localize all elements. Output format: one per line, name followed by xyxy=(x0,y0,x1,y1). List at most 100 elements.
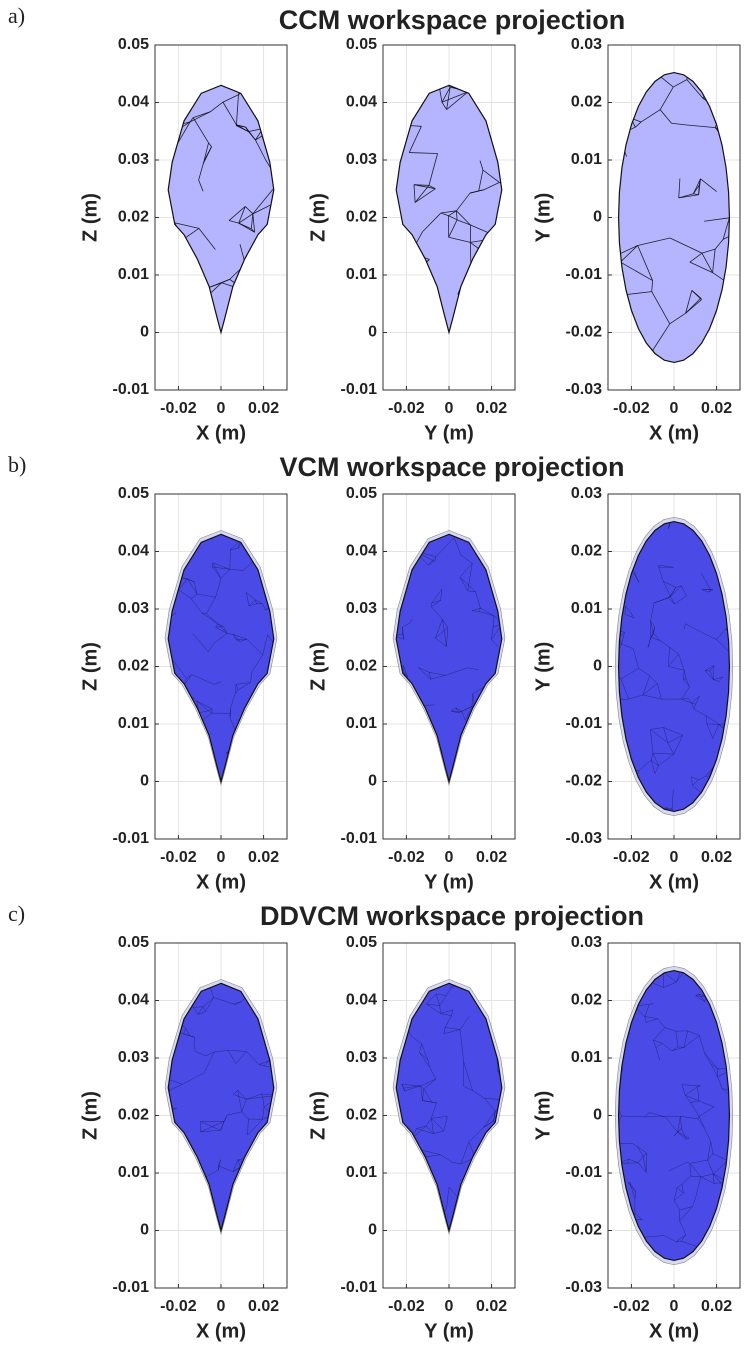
y-tick-label: 0.04 xyxy=(346,543,377,560)
x-axis-label: X (m) xyxy=(649,871,699,893)
y-tick-label: -0.01 xyxy=(341,381,378,398)
axes-frame xyxy=(382,493,516,840)
y-tick-label: 0.04 xyxy=(346,94,377,111)
x-axis-label: X (m) xyxy=(196,871,246,893)
mesh-surface xyxy=(617,969,731,1262)
y-tick-label: 0.01 xyxy=(571,151,602,168)
y-axis-label: Z (m) xyxy=(79,642,101,691)
axes-frame xyxy=(382,44,516,391)
y-tick-label: -0.03 xyxy=(566,1279,603,1296)
x-axis-label: Y (m) xyxy=(424,871,474,893)
y-tick-label: -0.01 xyxy=(566,1164,603,1181)
axes-frame xyxy=(382,942,516,1289)
x-tick-label: 0 xyxy=(670,1298,679,1315)
y-axis-label: Y (m) xyxy=(532,1091,554,1141)
y-tick-label: 0.02 xyxy=(118,1107,149,1124)
y-tick-label: 0.04 xyxy=(118,992,149,1009)
y-tick-label: -0.01 xyxy=(113,830,150,847)
row-title: DDVCM workspace projection xyxy=(260,901,644,931)
x-axis-label: X (m) xyxy=(649,1320,699,1342)
y-axis-label: Z (m) xyxy=(307,642,329,691)
y-tick-label: 0.01 xyxy=(571,1049,602,1066)
axes-frame xyxy=(154,942,288,1289)
y-tick-label: 0.01 xyxy=(346,715,377,732)
x-tick-label: 0 xyxy=(670,400,679,417)
y-tick-label: -0.03 xyxy=(566,830,603,847)
y-tick-label: 0.01 xyxy=(118,1164,149,1181)
y-tick-label: -0.01 xyxy=(566,266,603,283)
y-tick-label: 0.03 xyxy=(118,151,149,168)
y-tick-label: 0.01 xyxy=(118,715,149,732)
x-tick-label: 0 xyxy=(217,400,226,417)
y-tick-label: 0.01 xyxy=(118,266,149,283)
y-axis-label: Y (m) xyxy=(532,193,554,243)
y-tick-label: 0.03 xyxy=(571,36,602,53)
y-tick-label: -0.01 xyxy=(341,1279,378,1296)
y-tick-label: 0.03 xyxy=(346,600,377,617)
y-tick-label: 0.03 xyxy=(346,1049,377,1066)
y-axis-label: Z (m) xyxy=(79,1091,101,1140)
axes-frame xyxy=(154,493,288,840)
x-tick-label: -0.02 xyxy=(613,1298,650,1315)
y-tick-label: 0.05 xyxy=(118,934,149,951)
y-tick-label: 0 xyxy=(593,658,602,675)
y-tick-label: -0.03 xyxy=(566,381,603,398)
y-tick-label: 0.03 xyxy=(118,1049,149,1066)
x-tick-label: 0.02 xyxy=(701,849,732,866)
x-axis-label: Y (m) xyxy=(424,422,474,444)
x-tick-label: -0.02 xyxy=(388,400,425,417)
y-tick-label: 0.01 xyxy=(571,600,602,617)
mesh-surface xyxy=(167,982,275,1233)
x-tick-label: 0.02 xyxy=(701,400,732,417)
x-tick-label: 0.02 xyxy=(248,849,279,866)
panel-label: b) xyxy=(8,452,26,477)
y-tick-label: 0.02 xyxy=(571,992,602,1009)
y-tick-label: 0 xyxy=(368,773,377,790)
y-tick-label: 0 xyxy=(140,773,149,790)
y-tick-label: 0.03 xyxy=(346,151,377,168)
y-tick-label: -0.01 xyxy=(113,381,150,398)
y-tick-label: 0.04 xyxy=(118,94,149,111)
x-tick-label: 0.02 xyxy=(476,1298,507,1315)
y-axis-label: Z (m) xyxy=(307,193,329,242)
y-tick-label: -0.01 xyxy=(341,830,378,847)
y-tick-label: 0.02 xyxy=(571,94,602,111)
y-tick-label: 0 xyxy=(593,1107,602,1124)
y-tick-label: 0 xyxy=(593,209,602,226)
x-tick-label: 0.02 xyxy=(701,1298,732,1315)
y-tick-label: 0.04 xyxy=(346,992,377,1009)
x-tick-label: -0.02 xyxy=(613,400,650,417)
y-tick-label: 0.02 xyxy=(346,658,377,675)
x-tick-label: 0 xyxy=(670,849,679,866)
y-tick-label: 0.03 xyxy=(571,485,602,502)
y-tick-label: -0.02 xyxy=(566,324,603,341)
x-tick-label: 0 xyxy=(445,400,454,417)
y-tick-label: 0.02 xyxy=(346,1107,377,1124)
y-tick-label: 0 xyxy=(368,1222,377,1239)
y-tick-label: 0 xyxy=(368,324,377,341)
y-tick-label: 0.01 xyxy=(346,1164,377,1181)
y-tick-label: 0.02 xyxy=(571,543,602,560)
axes-frame xyxy=(607,44,741,391)
y-tick-label: -0.01 xyxy=(113,1279,150,1296)
x-tick-label: -0.02 xyxy=(160,849,197,866)
x-axis-label: X (m) xyxy=(196,422,246,444)
x-axis-label: X (m) xyxy=(649,422,699,444)
y-tick-label: -0.01 xyxy=(566,715,603,732)
mesh-surface xyxy=(395,84,503,335)
y-axis-label: Y (m) xyxy=(532,642,554,692)
y-tick-label: 0.05 xyxy=(346,36,377,53)
axes-frame xyxy=(154,44,288,391)
mesh-surface xyxy=(395,533,503,784)
y-tick-label: 0.05 xyxy=(118,485,149,502)
mesh-surface xyxy=(167,84,275,335)
x-tick-label: -0.02 xyxy=(613,849,650,866)
y-tick-label: -0.02 xyxy=(566,1222,603,1239)
row-title: VCM workspace projection xyxy=(279,452,624,482)
x-tick-label: -0.02 xyxy=(388,849,425,866)
y-tick-label: 0 xyxy=(140,1222,149,1239)
axes-frame xyxy=(607,942,741,1289)
x-tick-label: 0 xyxy=(445,1298,454,1315)
x-tick-label: -0.02 xyxy=(388,1298,425,1315)
